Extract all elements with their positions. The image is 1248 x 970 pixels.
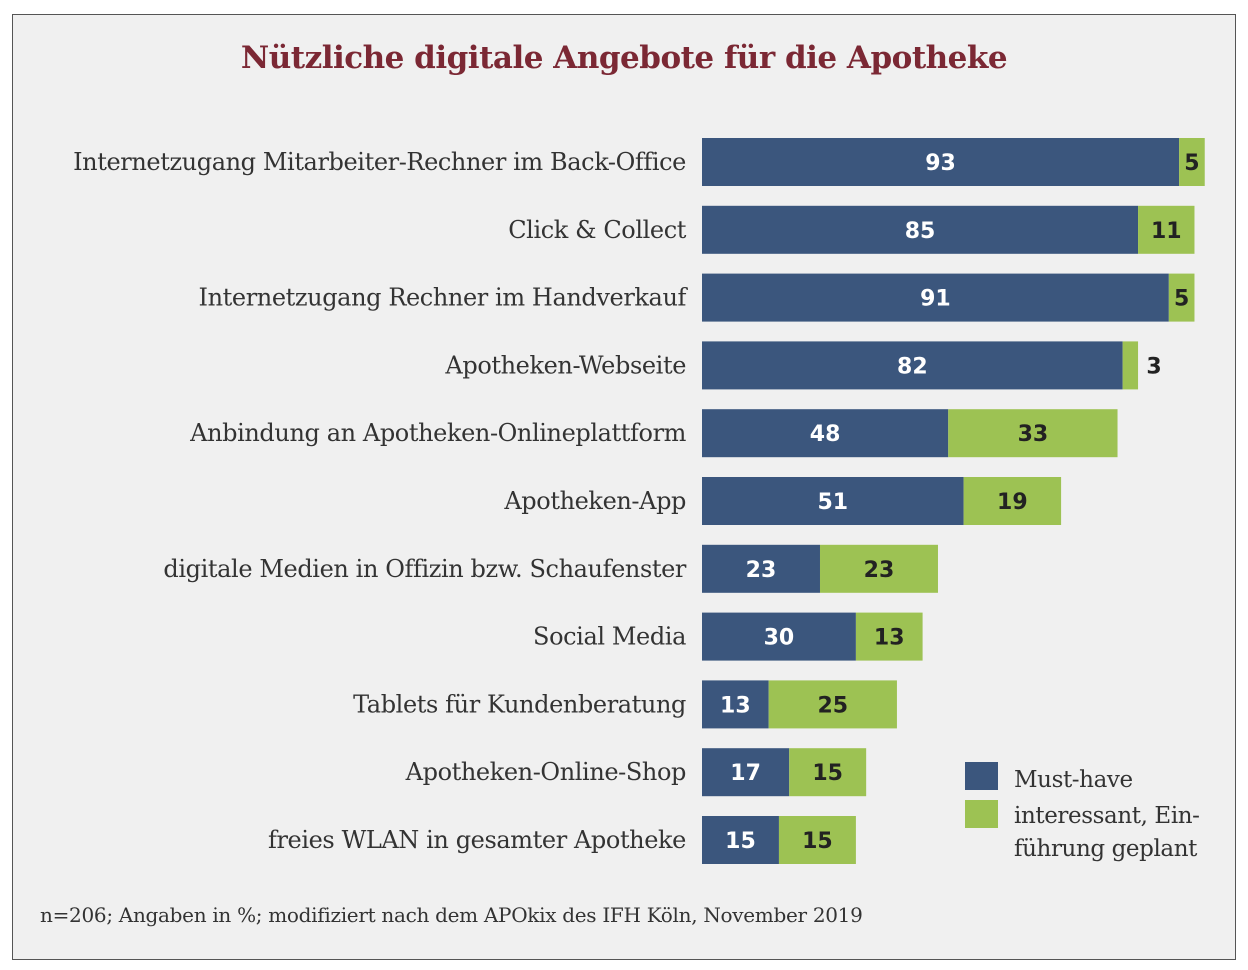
value-label-must-have: 30: [764, 626, 795, 651]
value-label-interest: 11: [1151, 219, 1182, 244]
bar-must-have: [702, 544, 820, 593]
category-label: freies WLAN in gesamter Apotheke: [268, 826, 686, 854]
category-label: Apotheken-App: [503, 487, 686, 515]
bar-must-have: [702, 816, 779, 864]
value-label-interest: 23: [864, 558, 895, 583]
value-label-interest: 19: [997, 490, 1028, 515]
value-label-must-have: 91: [920, 287, 951, 312]
bar-interest: [778, 816, 856, 864]
value-label-interest: 25: [818, 693, 849, 718]
category-label: Click & Collect: [508, 216, 687, 244]
bar-interest: [963, 477, 1062, 525]
bar-must-have: [702, 205, 1139, 254]
category-label: Internetzugang Mitarbeiter-Rechner im Ba…: [73, 148, 686, 176]
bar-interest: [1122, 341, 1139, 390]
bar-interest: [768, 680, 897, 729]
bar-interest: [789, 748, 867, 797]
footnote: n=206; Angaben in %; modifiziert nach de…: [40, 903, 863, 927]
legend-swatch-must-have: [965, 762, 998, 790]
value-label-interest: 13: [874, 626, 905, 651]
legend-label-interest-line2: führung geplant: [1014, 836, 1198, 862]
value-label-interest: 5: [1174, 287, 1189, 312]
category-label: Internetzugang Rechner im Handverkauf: [199, 284, 689, 312]
bar-interest: [1168, 273, 1195, 322]
value-label-must-have: 23: [746, 558, 777, 583]
value-label-must-have: 13: [720, 693, 751, 718]
bar-must-have: [702, 680, 769, 729]
category-label: Tablets für Kundenberatung: [353, 690, 686, 718]
value-label-interest: 15: [802, 829, 833, 854]
category-label: Apotheken-Online-Shop: [405, 758, 686, 786]
value-label-must-have: 48: [810, 422, 841, 447]
category-label: Anbindung an Apotheken-Onlineplattform: [189, 419, 686, 447]
bar-must-have: [702, 477, 964, 525]
bar-interest: [948, 409, 1118, 458]
value-label-must-have: 85: [905, 219, 936, 244]
value-label-interest: 15: [812, 761, 843, 786]
value-label-must-have: 82: [897, 354, 928, 379]
value-label-must-have: 93: [925, 151, 956, 176]
legend-label-must-have: Must-have: [1014, 767, 1133, 793]
bar-must-have: [702, 341, 1123, 390]
value-label-interest: 3: [1146, 354, 1161, 379]
legend-swatch-interest: [965, 800, 998, 828]
bar-must-have: [702, 273, 1169, 322]
bar-must-have: [702, 138, 1180, 186]
category-label: Social Media: [533, 623, 686, 651]
bar-must-have: [702, 612, 856, 661]
legend-label-interest-line1: interessant, Ein-: [1014, 803, 1200, 829]
bar-interest: [819, 544, 938, 593]
bar-interest: [1179, 138, 1205, 186]
value-label-interest: 33: [1018, 422, 1049, 447]
value-label-interest: 5: [1184, 151, 1199, 176]
bar-interest: [1138, 205, 1195, 254]
value-label-must-have: 51: [818, 490, 849, 515]
value-label-must-have: 17: [730, 761, 761, 786]
value-label-must-have: 15: [725, 829, 756, 854]
bar-must-have: [702, 748, 790, 797]
bar-interest: [855, 612, 923, 661]
chart-title: Nützliche digitale Angebote für die Apot…: [240, 40, 1008, 76]
category-label: Apotheken-Webseite: [444, 351, 686, 379]
bar-must-have: [702, 409, 949, 458]
category-label: digitale Medien in Offizin bzw. Schaufen…: [163, 555, 687, 583]
